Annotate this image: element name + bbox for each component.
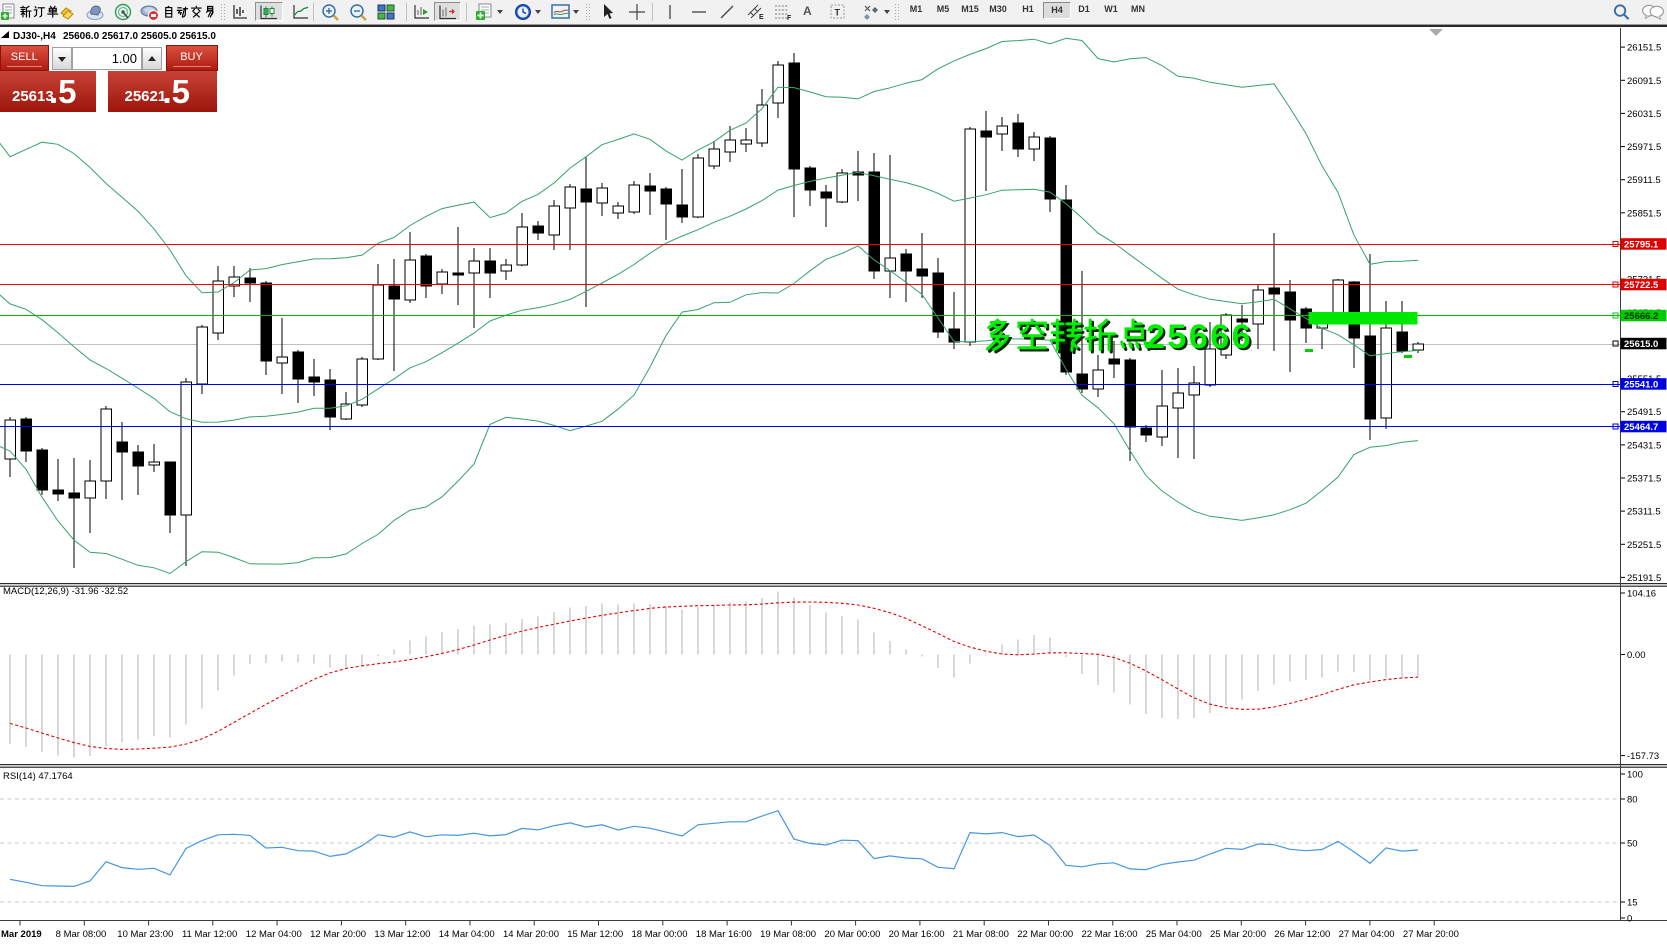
svg-text:T: T bbox=[835, 8, 841, 18]
svg-text:25851.5: 25851.5 bbox=[1627, 208, 1661, 219]
svg-text:26151.5: 26151.5 bbox=[1627, 43, 1661, 54]
svg-text:26 Mar 12:00: 26 Mar 12:00 bbox=[1274, 929, 1330, 940]
svg-text:104.16: 104.16 bbox=[1627, 589, 1656, 600]
svg-text:F: F bbox=[787, 15, 792, 21]
svg-text:21 Mar 08:00: 21 Mar 08:00 bbox=[953, 929, 1009, 940]
svg-text:25615.0: 25615.0 bbox=[1624, 339, 1658, 350]
svg-text:26091.5: 26091.5 bbox=[1627, 76, 1661, 87]
svg-text:80: 80 bbox=[1627, 795, 1638, 806]
svg-text:25251.5: 25251.5 bbox=[1627, 540, 1661, 551]
svg-text:Mar 2019: Mar 2019 bbox=[1, 929, 42, 940]
svg-text:25722.5: 25722.5 bbox=[1624, 280, 1659, 291]
svg-text:25541.0: 25541.0 bbox=[1624, 380, 1658, 391]
svg-text:25911.5: 25911.5 bbox=[1627, 175, 1661, 186]
svg-text:12 Mar 04:00: 12 Mar 04:00 bbox=[246, 929, 302, 940]
svg-text:-157.73: -157.73 bbox=[1627, 751, 1659, 762]
svg-text:20 Mar 00:00: 20 Mar 00:00 bbox=[824, 929, 880, 940]
svg-text:14 Mar 04:00: 14 Mar 04:00 bbox=[439, 929, 495, 940]
svg-text:25491.5: 25491.5 bbox=[1627, 407, 1661, 418]
svg-text:18 Mar 16:00: 18 Mar 16:00 bbox=[696, 929, 752, 940]
svg-text:25666.2: 25666.2 bbox=[1624, 311, 1658, 322]
svg-text:25666: 25666 bbox=[1146, 318, 1253, 356]
svg-text:50: 50 bbox=[1627, 839, 1638, 850]
svg-text:25 Mar 04:00: 25 Mar 04:00 bbox=[1146, 929, 1202, 940]
svg-text:100: 100 bbox=[1627, 770, 1643, 781]
svg-text:15: 15 bbox=[1627, 898, 1638, 909]
svg-text:15 Mar 12:00: 15 Mar 12:00 bbox=[567, 929, 623, 940]
svg-text:MACD(12,26,9) -31.96 -32.52: MACD(12,26,9) -31.96 -32.52 bbox=[3, 586, 128, 597]
svg-text:25464.7: 25464.7 bbox=[1624, 422, 1658, 433]
svg-text:25971.5: 25971.5 bbox=[1627, 142, 1661, 153]
svg-text:13 Mar 12:00: 13 Mar 12:00 bbox=[374, 929, 430, 940]
svg-text:27 Mar 20:00: 27 Mar 20:00 bbox=[1403, 929, 1459, 940]
svg-text:0.00: 0.00 bbox=[1627, 650, 1646, 661]
svg-text:25191.5: 25191.5 bbox=[1627, 573, 1661, 584]
svg-text:20 Mar 16:00: 20 Mar 16:00 bbox=[889, 929, 945, 940]
svg-text:25371.5: 25371.5 bbox=[1627, 474, 1661, 485]
svg-text:25 Mar 20:00: 25 Mar 20:00 bbox=[1210, 929, 1266, 940]
svg-text:22 Mar 16:00: 22 Mar 16:00 bbox=[1082, 929, 1138, 940]
svg-text:8 Mar 08:00: 8 Mar 08:00 bbox=[56, 929, 107, 940]
svg-text:14 Mar 20:00: 14 Mar 20:00 bbox=[503, 929, 559, 940]
svg-text:27 Mar 04:00: 27 Mar 04:00 bbox=[1339, 929, 1395, 940]
svg-text:25666: 25666 bbox=[1148, 320, 1255, 358]
svg-text:22 Mar 00:00: 22 Mar 00:00 bbox=[1017, 929, 1073, 940]
svg-text:18 Mar 00:00: 18 Mar 00:00 bbox=[632, 929, 688, 940]
svg-text:E: E bbox=[759, 14, 764, 21]
svg-text:0: 0 bbox=[1627, 914, 1632, 925]
svg-text:25431.5: 25431.5 bbox=[1627, 440, 1661, 451]
svg-text:25311.5: 25311.5 bbox=[1627, 507, 1661, 518]
svg-text:19 Mar 08:00: 19 Mar 08:00 bbox=[760, 929, 816, 940]
svg-text:25795.1: 25795.1 bbox=[1624, 240, 1659, 251]
svg-text:12 Mar 20:00: 12 Mar 20:00 bbox=[310, 929, 366, 940]
svg-text:RSI(14) 47.1764: RSI(14) 47.1764 bbox=[3, 771, 73, 782]
svg-text:25606.0 25617.0 25605.0 25615.: 25606.0 25617.0 25605.0 25615.0 bbox=[63, 31, 216, 42]
svg-text:26031.5: 26031.5 bbox=[1627, 109, 1661, 120]
svg-text:11 Mar 12:00: 11 Mar 12:00 bbox=[182, 929, 237, 940]
svg-text:10 Mar 23:00: 10 Mar 23:00 bbox=[117, 929, 173, 940]
svg-text:DJ30-,H4: DJ30-,H4 bbox=[13, 31, 56, 42]
